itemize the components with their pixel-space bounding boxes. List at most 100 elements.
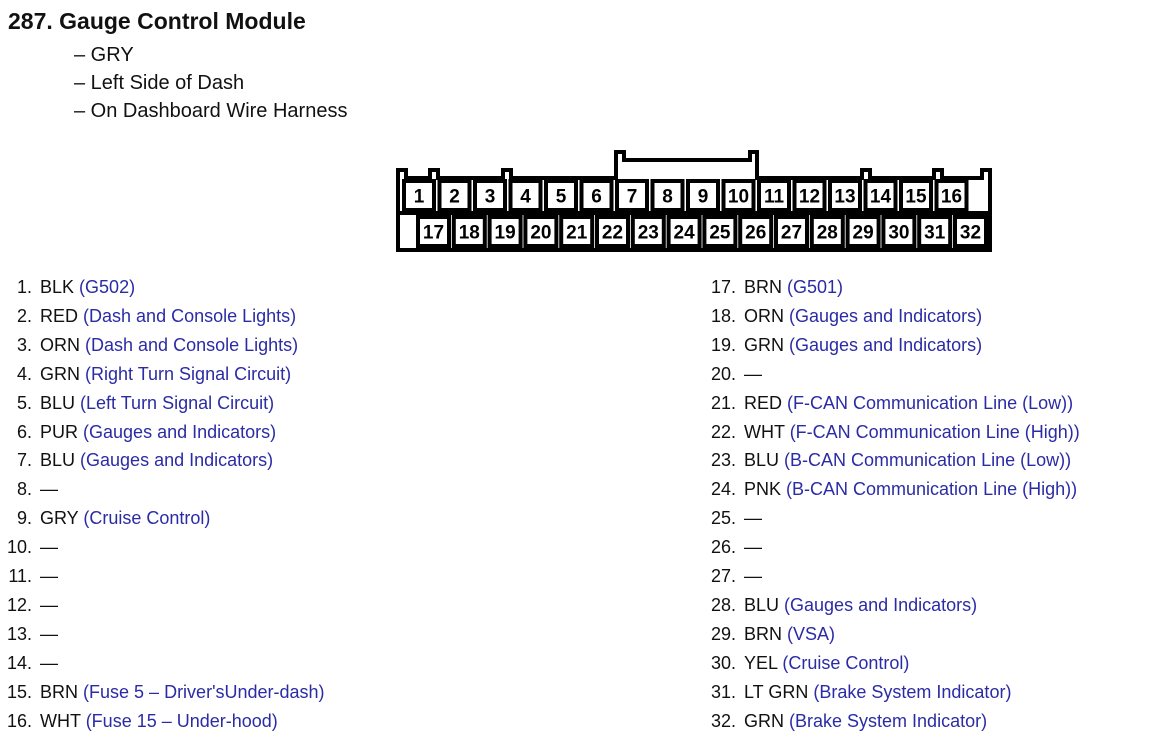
pin-number: 7 xyxy=(627,187,638,208)
circuit-link[interactable]: (F-CAN Communication Line (Low)) xyxy=(787,392,1074,413)
pin-list-item: 5. BLU (Left Turn Signal Circuit) xyxy=(0,390,274,416)
circuit-link[interactable]: (Gauges and Indicators) xyxy=(83,421,277,442)
pin-number: 24. xyxy=(710,479,736,500)
wire-color: GRN xyxy=(744,710,784,731)
connector-pin-31: 31 xyxy=(917,215,953,248)
circuit-link[interactable]: (Gauges and Indicators) xyxy=(80,450,274,471)
wire-color: — xyxy=(40,652,58,673)
wire-color: GRN xyxy=(40,363,80,384)
circuit-link[interactable]: (F-CAN Communication Line (High)) xyxy=(789,421,1080,442)
pin-number: 19. xyxy=(710,334,736,355)
pin-number: 12. xyxy=(6,594,32,615)
pin-list-item: 8. — xyxy=(0,476,58,502)
connector-pin-14: 14 xyxy=(863,179,898,212)
pin-number: 25 xyxy=(709,223,731,244)
pin-number: 12 xyxy=(799,187,820,208)
pin-number: 17 xyxy=(423,223,444,244)
pin-number: 3 xyxy=(485,187,496,208)
pin-list-item: 12. — xyxy=(0,592,58,618)
connector-pin-5: 5 xyxy=(544,179,578,212)
pin-number: 17. xyxy=(710,277,736,297)
wire-color: — xyxy=(744,508,762,529)
pin-number: 18 xyxy=(459,223,480,244)
circuit-link[interactable]: (Fuse 15 – Under-hood) xyxy=(85,710,278,731)
circuit-link[interactable]: (G502) xyxy=(79,277,136,297)
pin-list-item: 32. GRN (Brake System Indicator) xyxy=(704,708,987,734)
pin-list-item: 2. RED (Dash and Console Lights) xyxy=(0,303,296,329)
circuit-link[interactable]: (Cruise Control) xyxy=(782,652,910,673)
wire-color: GRY xyxy=(40,508,79,529)
pin-number: 28. xyxy=(710,594,736,615)
connector-pin-24: 24 xyxy=(666,215,702,248)
circuit-link[interactable]: (Gauges and Indicators) xyxy=(789,305,983,326)
pin-number: 23 xyxy=(638,223,659,244)
pin-number: 8. xyxy=(16,479,32,500)
connector-pin-10: 10 xyxy=(721,179,756,212)
pin-number: 27. xyxy=(710,566,736,586)
circuit-link[interactable]: (Dash and Console Lights) xyxy=(85,334,299,355)
circuit-link[interactable]: (Right Turn Signal Circuit) xyxy=(85,363,292,384)
pin-list-item: 23. BLU (B-CAN Communication Line (Low)) xyxy=(704,447,1071,473)
pin-number: 4. xyxy=(16,363,32,384)
circuit-link[interactable]: (G501) xyxy=(787,277,844,297)
circuit-link[interactable]: (VSA) xyxy=(787,623,836,644)
pin-number: 14. xyxy=(6,652,32,673)
pin-number: 28 xyxy=(817,223,838,244)
circuit-link[interactable]: (Gauges and Indicators) xyxy=(784,594,978,615)
wire-color: YEL xyxy=(744,652,778,673)
pin-number: 8 xyxy=(662,187,673,208)
connector-pin-8: 8 xyxy=(650,179,685,212)
connector-pin-30: 30 xyxy=(881,215,917,248)
connector-pin-2: 2 xyxy=(437,179,472,212)
connector-pin-20: 20 xyxy=(523,215,559,248)
pin-list-item: 29. BRN (VSA) xyxy=(704,621,835,647)
pin-list-item: 14. — xyxy=(0,650,58,676)
pin-list-item: 3. ORN (Dash and Console Lights) xyxy=(0,332,298,358)
pin-number: 11. xyxy=(8,566,32,586)
pin-number: 6. xyxy=(16,421,32,442)
pin-list-item: 21. RED (F-CAN Communication Line (Low)) xyxy=(704,390,1073,416)
circuit-link[interactable]: (Fuse 5 – Driver'sUnder-dash) xyxy=(83,681,325,702)
circuit-link[interactable]: (B-CAN Communication Line (High)) xyxy=(786,479,1078,500)
pin-number: 15. xyxy=(6,681,32,702)
pin-number: 22. xyxy=(710,421,736,442)
pin-number: 1 xyxy=(414,187,425,208)
wire-color: BRN xyxy=(744,277,783,297)
connector-pin-23: 23 xyxy=(630,215,666,248)
wire-color: — xyxy=(744,537,762,558)
circuit-link[interactable]: (Gauges and Indicators) xyxy=(789,334,983,355)
pin-list-item: 24. PNK (B-CAN Communication Line (High)) xyxy=(704,476,1077,502)
connector-pin-9: 9 xyxy=(686,179,720,212)
pin-number: 31. xyxy=(710,681,736,702)
connector-location: – Left Side of Dash xyxy=(74,72,245,94)
wire-color: BRN xyxy=(40,681,79,702)
wire-color: RED xyxy=(40,305,79,326)
circuit-link[interactable]: (B-CAN Communication Line (Low)) xyxy=(784,450,1072,471)
pin-list-item: 1. BLK (G502) xyxy=(0,274,135,300)
pin-number: 2. xyxy=(16,305,32,326)
connector-pin-16: 16 xyxy=(934,179,969,212)
pin-number: 15 xyxy=(905,187,927,208)
circuit-link[interactable]: (Cruise Control) xyxy=(83,508,211,529)
connector-pin-32: 32 xyxy=(953,215,988,248)
connector-pin-12: 12 xyxy=(792,179,827,212)
circuit-link[interactable]: (Left Turn Signal Circuit) xyxy=(80,392,275,413)
pin-number: 26. xyxy=(710,537,736,558)
pin-number: 13. xyxy=(6,623,32,644)
wire-color: — xyxy=(40,566,58,586)
pin-number: 32 xyxy=(960,223,981,244)
pin-number: 32. xyxy=(710,710,736,731)
circuit-link[interactable]: (Brake System Indicator) xyxy=(789,710,988,731)
pin-list-item: 31. LT GRN (Brake System Indicator) xyxy=(704,679,1011,705)
wire-color: BLU xyxy=(40,450,76,471)
pin-list-item: 7. BLU (Gauges and Indicators) xyxy=(0,447,273,473)
wire-color: WHT xyxy=(40,710,81,731)
circuit-link[interactable]: (Dash and Console Lights) xyxy=(83,305,297,326)
pin-number: 31 xyxy=(924,223,946,244)
pin-number: 5 xyxy=(556,187,567,208)
circuit-link[interactable]: (Brake System Indicator) xyxy=(813,681,1012,702)
connector-pin-15: 15 xyxy=(899,179,933,212)
pin-number: 9 xyxy=(698,187,709,208)
pin-list-item: 16. WHT (Fuse 15 – Under-hood) xyxy=(0,708,278,734)
pin-list-item: 19. GRN (Gauges and Indicators) xyxy=(704,332,982,358)
